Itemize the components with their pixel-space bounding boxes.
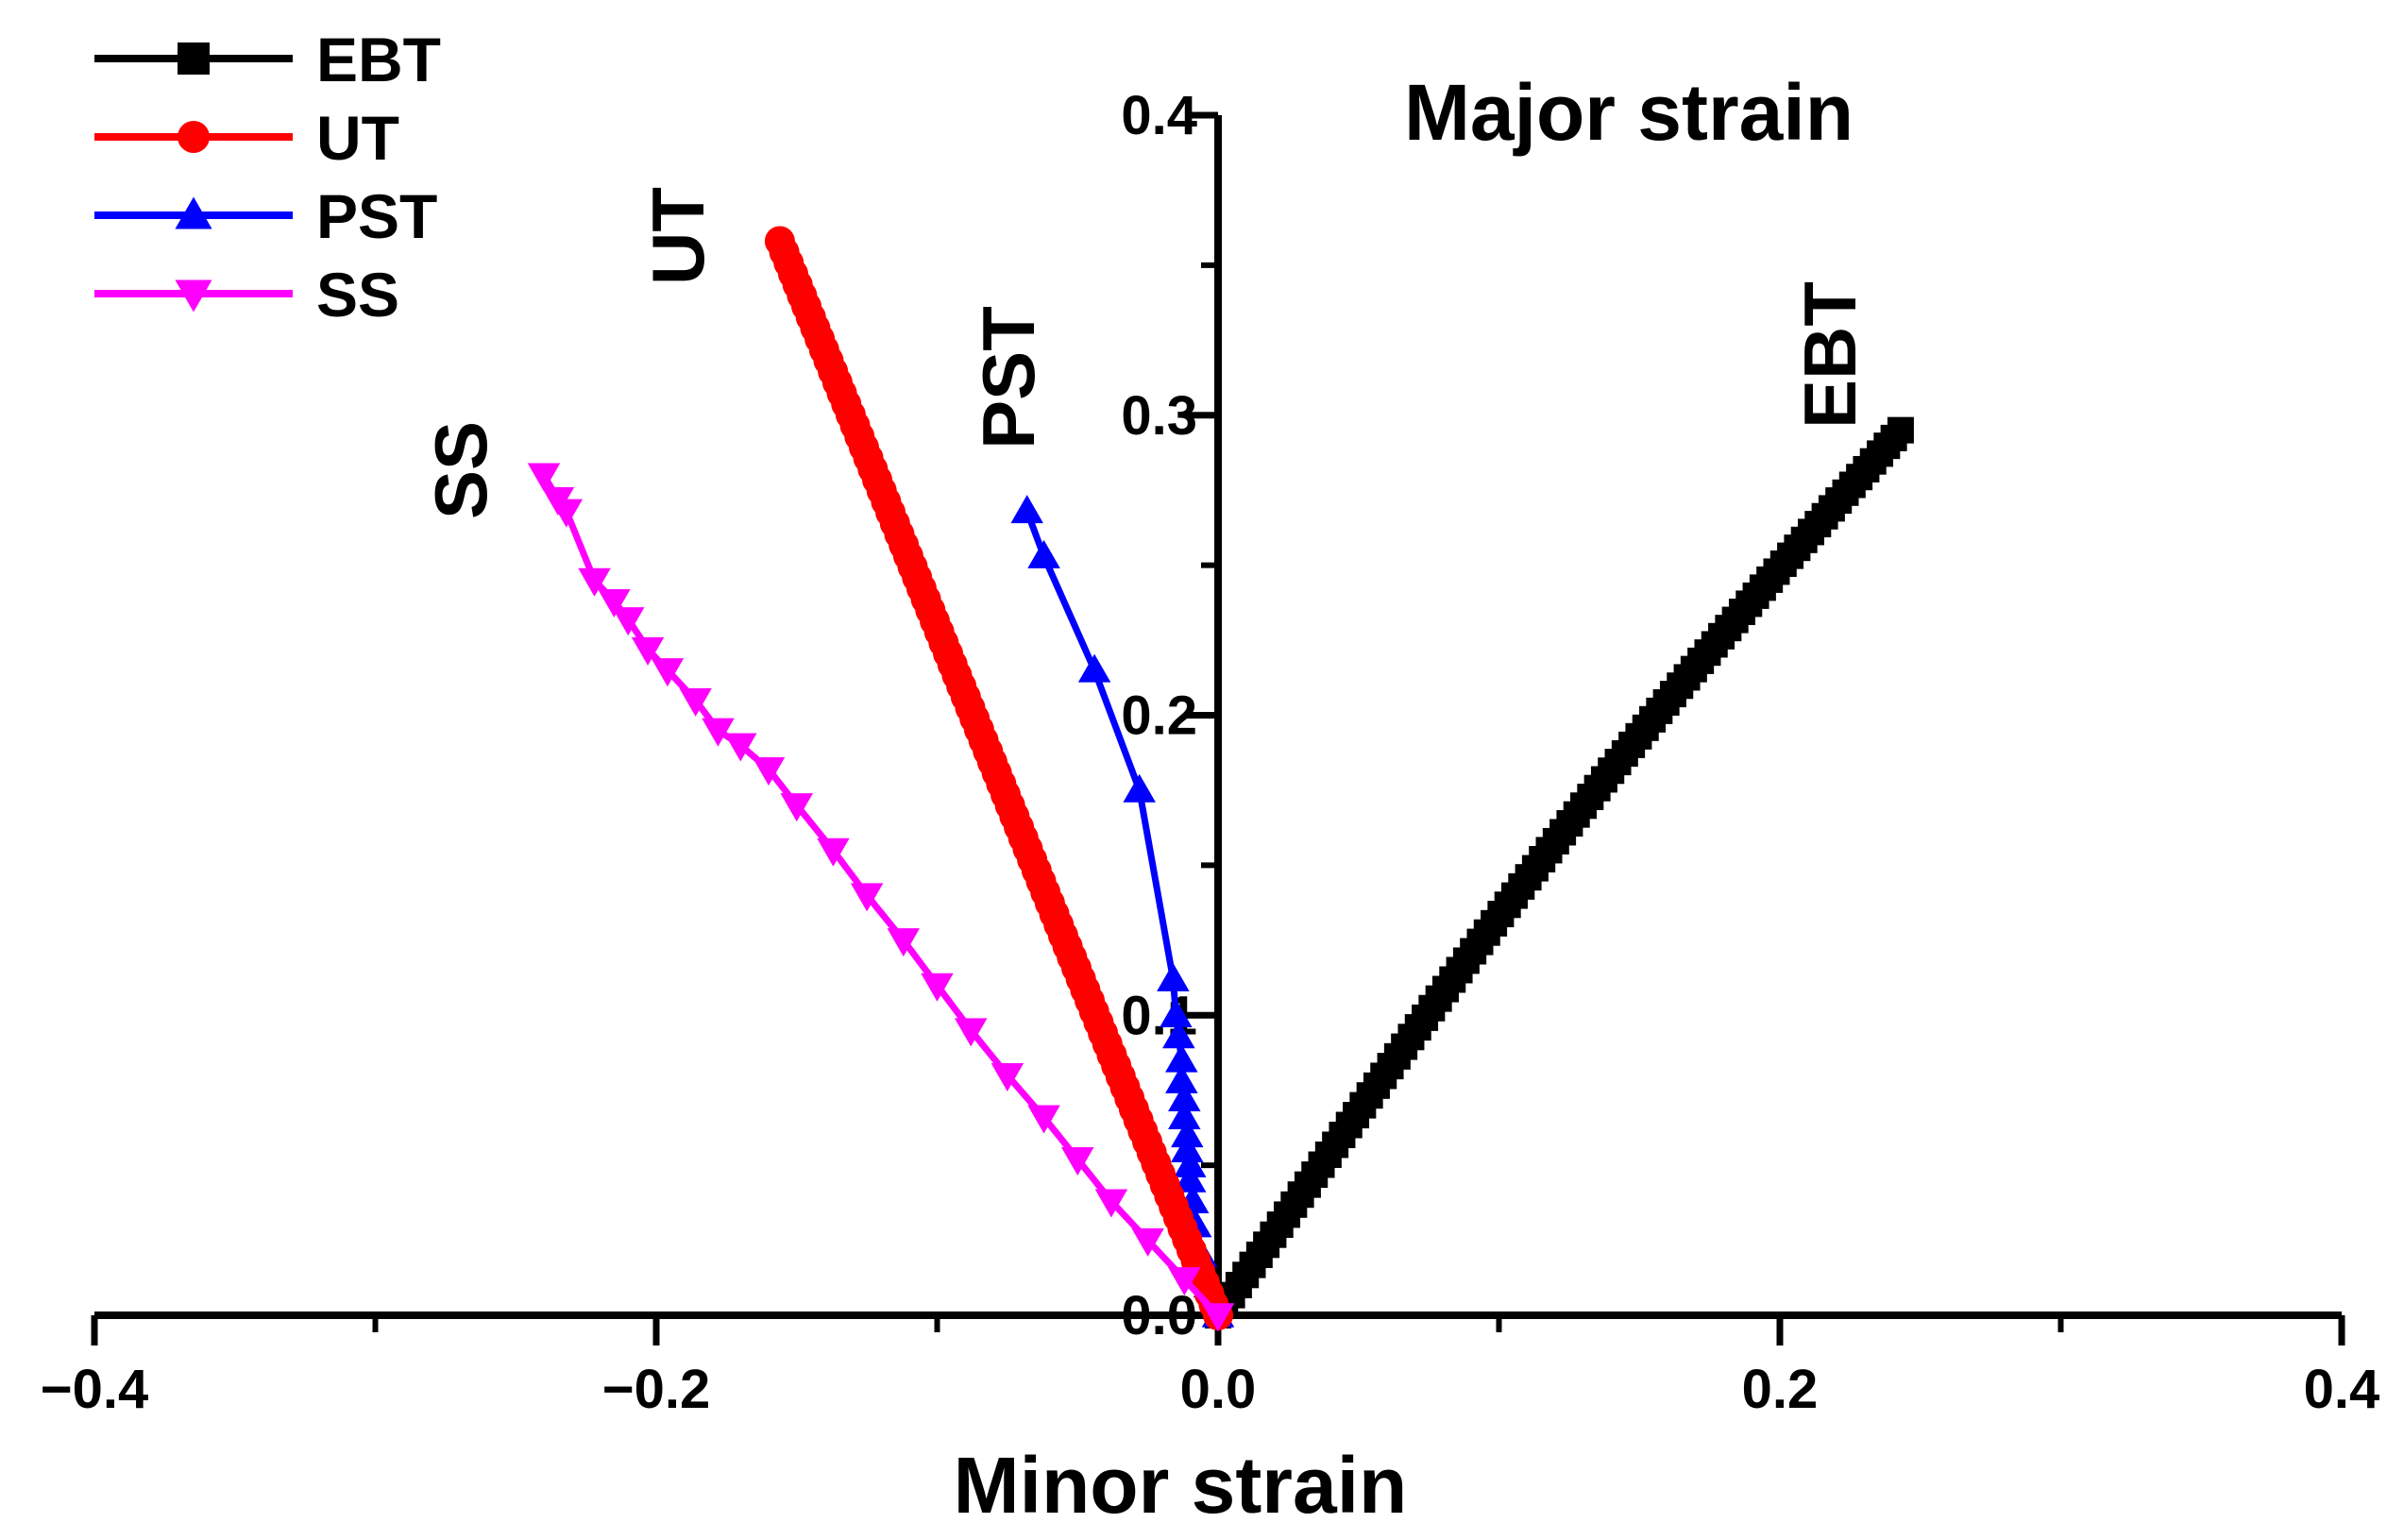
x-tick-label: 0.0 — [1180, 1359, 1257, 1420]
data-point — [598, 589, 631, 618]
data-point — [887, 928, 921, 957]
data-point — [612, 607, 645, 636]
data-point — [1171, 1119, 1204, 1148]
data-point — [679, 687, 712, 717]
data-point — [752, 756, 786, 786]
data-point — [1168, 1267, 1201, 1296]
legend-label: UT — [316, 103, 399, 173]
data-point — [1027, 539, 1060, 568]
y-tick-label: 0.2 — [1121, 685, 1197, 747]
data-point — [1077, 653, 1111, 683]
data-point — [921, 973, 954, 1002]
legend-marker — [175, 279, 212, 313]
series-label-ut: UT — [636, 187, 720, 285]
x-tick-label: 0.4 — [2304, 1359, 2380, 1420]
data-point — [1162, 1020, 1195, 1049]
data-point — [1887, 416, 1914, 444]
series-layer — [527, 226, 1914, 1332]
data-point — [724, 733, 757, 762]
data-point — [764, 226, 795, 257]
data-point — [954, 1018, 988, 1047]
legend-label: SS — [316, 260, 399, 330]
y-tick-label: 0.4 — [1121, 85, 1197, 146]
data-point — [578, 567, 611, 597]
data-point — [850, 883, 884, 912]
x-tick-label: −0.2 — [602, 1359, 711, 1420]
data-point — [1168, 1082, 1201, 1111]
x-axis-title: Minor strain — [954, 1441, 1408, 1530]
x-tick-label: −0.4 — [41, 1359, 149, 1420]
data-point — [1027, 1105, 1060, 1134]
series-labels: EBT UT PST SS — [419, 187, 1871, 519]
y-tick-label: 0.3 — [1121, 385, 1197, 447]
legend-marker — [175, 196, 212, 229]
data-point — [651, 658, 685, 687]
series-label-ebt: EBT — [1788, 281, 1871, 429]
data-point — [780, 793, 813, 822]
data-point — [1171, 1133, 1204, 1162]
data-point — [541, 486, 575, 516]
data-point — [1094, 1189, 1128, 1218]
legend-item-ut: UT — [94, 103, 399, 173]
x-tick-label: 0.2 — [1742, 1359, 1819, 1420]
data-point — [817, 838, 850, 867]
data-point — [631, 636, 665, 666]
y-axis-title: Major strain — [1404, 68, 1854, 157]
series-ebt — [1205, 416, 1914, 1328]
legend-marker — [178, 42, 210, 75]
series-label-ss: SS — [419, 421, 502, 519]
data-point — [1174, 1163, 1207, 1193]
data-point — [527, 463, 561, 492]
data-point — [1174, 1148, 1207, 1177]
data-point — [990, 1063, 1024, 1092]
data-point — [1168, 1101, 1201, 1130]
data-point — [1157, 962, 1190, 991]
series-ut — [764, 226, 1233, 1330]
data-point — [1123, 773, 1156, 803]
data-point — [1165, 1043, 1198, 1073]
legend-marker — [178, 121, 210, 153]
data-point — [1061, 1147, 1094, 1176]
legend-item-pst: PST — [94, 181, 437, 251]
data-point — [1010, 495, 1043, 524]
data-point — [1201, 1303, 1235, 1332]
series-ss — [527, 463, 1235, 1332]
data-point — [1165, 1064, 1198, 1093]
data-point — [1160, 999, 1193, 1027]
y-tick-label: 0.0 — [1121, 1285, 1197, 1346]
data-point — [702, 718, 735, 747]
legend-item-ss: SS — [94, 260, 399, 330]
data-point — [1131, 1227, 1164, 1257]
legend-item-ebt: EBT — [94, 25, 441, 94]
legend: EBT UT PST SS — [94, 25, 441, 330]
legend-label: PST — [316, 181, 437, 251]
legend-label: EBT — [316, 25, 441, 94]
series-label-pst: PST — [967, 306, 1050, 449]
